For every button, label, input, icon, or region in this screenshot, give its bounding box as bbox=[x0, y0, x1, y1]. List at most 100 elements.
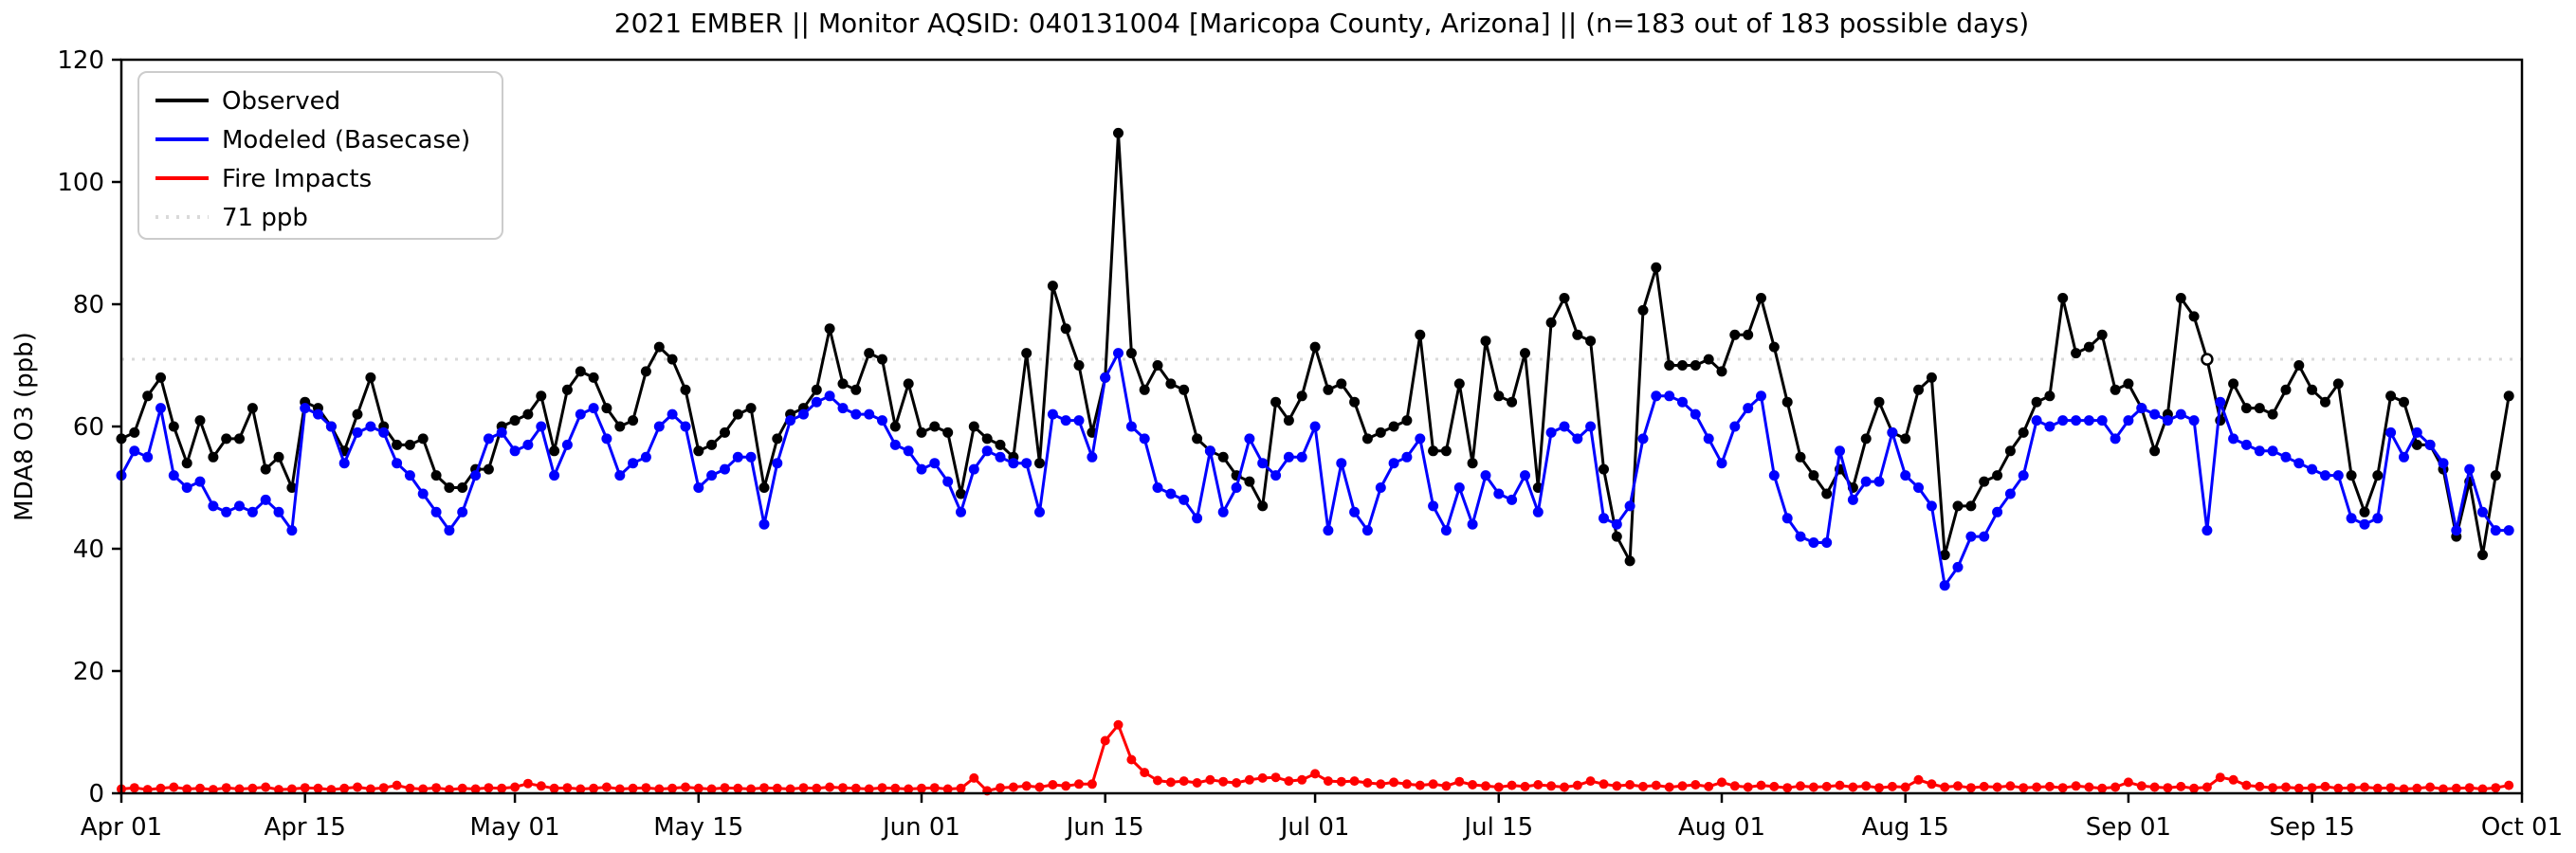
data-point-modeled-basecase- bbox=[1361, 525, 1373, 536]
data-point-modeled-basecase- bbox=[1021, 458, 1032, 469]
data-point-modeled-basecase- bbox=[1204, 445, 1215, 457]
data-point-fire-impacts bbox=[628, 783, 638, 793]
data-point-observed bbox=[628, 415, 639, 426]
data-point-fire-impacts bbox=[1336, 776, 1346, 787]
data-point-modeled-basecase- bbox=[1323, 525, 1334, 536]
data-point-observed bbox=[864, 348, 875, 359]
data-point-fire-impacts bbox=[1126, 754, 1137, 765]
data-point-observed bbox=[509, 415, 521, 426]
data-point-fire-impacts bbox=[956, 783, 966, 793]
data-point-fire-impacts bbox=[1468, 780, 1478, 789]
data-point-fire-impacts bbox=[195, 783, 205, 793]
data-point-modeled-basecase- bbox=[1217, 506, 1229, 517]
data-point-fire-impacts bbox=[1362, 778, 1373, 788]
data-point-observed bbox=[181, 458, 192, 469]
data-point-observed bbox=[680, 384, 691, 395]
data-point-fire-impacts bbox=[1861, 781, 1872, 791]
data-point-fire-impacts bbox=[1769, 781, 1780, 791]
data-point-fire-impacts bbox=[418, 784, 429, 794]
data-point-observed bbox=[1768, 341, 1780, 353]
data-point-fire-impacts bbox=[1965, 783, 1976, 793]
data-point-fire-impacts bbox=[1651, 780, 1661, 790]
data-point-modeled-basecase- bbox=[2071, 415, 2082, 426]
data-point-modeled-basecase- bbox=[1795, 531, 1806, 542]
data-point-modeled-basecase- bbox=[247, 506, 258, 517]
data-point-observed bbox=[2149, 445, 2161, 457]
data-point-fire-impacts bbox=[589, 783, 599, 793]
data-point-observed bbox=[850, 384, 862, 395]
data-point-fire-impacts bbox=[1232, 778, 1242, 788]
data-point-modeled-basecase- bbox=[2293, 458, 2305, 469]
data-point-modeled-basecase- bbox=[404, 470, 415, 481]
data-point-modeled-basecase- bbox=[1349, 506, 1361, 517]
data-point-fire-impacts bbox=[1835, 780, 1845, 790]
data-point-modeled-basecase- bbox=[1677, 396, 1688, 408]
data-point-fire-impacts bbox=[1310, 769, 1321, 779]
data-point-observed bbox=[2071, 348, 2082, 359]
data-point-fire-impacts bbox=[1323, 776, 1333, 787]
data-point-observed bbox=[2359, 506, 2370, 517]
data-point-modeled-basecase- bbox=[1939, 580, 1950, 591]
data-point-modeled-basecase- bbox=[2175, 408, 2186, 420]
data-point-observed bbox=[2503, 390, 2514, 402]
data-point-modeled-basecase- bbox=[561, 439, 573, 450]
data-point-fire-impacts bbox=[2477, 784, 2488, 794]
data-point-fire-impacts bbox=[1900, 782, 1910, 792]
data-point-modeled-basecase- bbox=[2320, 470, 2330, 481]
data-point-fire-impacts bbox=[1113, 719, 1124, 730]
data-point-modeled-basecase- bbox=[850, 408, 862, 420]
data-point-fire-impacts bbox=[431, 783, 442, 793]
data-point-observed bbox=[1507, 396, 1518, 408]
data-point-observed bbox=[1415, 329, 1426, 340]
data-point-modeled-basecase- bbox=[1113, 348, 1124, 359]
data-point-observed bbox=[1493, 390, 1505, 402]
data-point-fire-impacts bbox=[1677, 781, 1688, 791]
data-point-observed bbox=[575, 366, 586, 377]
data-point-fire-impacts bbox=[562, 783, 573, 793]
data-point-observed bbox=[732, 408, 743, 420]
data-point-observed bbox=[2307, 384, 2318, 395]
data-point-fire-impacts bbox=[1756, 780, 1766, 790]
data-point-fire-impacts bbox=[182, 784, 192, 794]
data-point-observed bbox=[1611, 531, 1622, 542]
data-point-fire-impacts bbox=[2071, 781, 2081, 791]
data-point-observed bbox=[483, 463, 494, 475]
data-point-modeled-basecase- bbox=[2411, 426, 2422, 438]
data-point-modeled-basecase- bbox=[2057, 415, 2069, 426]
data-point-modeled-basecase- bbox=[234, 500, 245, 512]
data-point-observed bbox=[1125, 348, 1137, 359]
data-point-observed bbox=[1756, 293, 1766, 303]
data-point-modeled-basecase- bbox=[1808, 537, 1819, 548]
data-point-observed bbox=[2399, 396, 2409, 408]
data-point-modeled-basecase- bbox=[1493, 488, 1505, 499]
data-point-fire-impacts bbox=[1257, 772, 1268, 783]
data-point-modeled-basecase- bbox=[942, 476, 954, 487]
data-point-fire-impacts bbox=[942, 784, 953, 794]
data-point-observed bbox=[457, 482, 468, 493]
data-point-observed bbox=[1599, 463, 1609, 475]
data-point-fire-impacts bbox=[142, 785, 153, 795]
data-point-fire-impacts bbox=[1664, 782, 1674, 792]
data-point-modeled-basecase- bbox=[811, 396, 822, 408]
data-point-modeled-basecase- bbox=[1611, 518, 1622, 530]
data-point-observed bbox=[2332, 378, 2344, 390]
data-point-observed bbox=[601, 403, 612, 414]
data-point-observed bbox=[667, 354, 678, 365]
data-point-observed bbox=[2123, 378, 2134, 390]
data-point-fire-impacts bbox=[2189, 783, 2200, 793]
y-axis-label: MDA8 O3 (ppb) bbox=[10, 332, 39, 521]
x-tick-label: Jun 15 bbox=[1065, 813, 1144, 842]
data-point-modeled-basecase- bbox=[667, 408, 678, 420]
data-point-fire-impacts bbox=[470, 784, 481, 794]
data-point-fire-impacts bbox=[1021, 781, 1032, 791]
data-point-modeled-basecase- bbox=[1913, 482, 1924, 493]
data-point-modeled-basecase- bbox=[2503, 525, 2514, 536]
data-point-modeled-basecase- bbox=[2162, 415, 2173, 426]
data-point-observed bbox=[1388, 421, 1399, 432]
data-point-modeled-basecase- bbox=[1926, 500, 1937, 512]
data-point-modeled-basecase- bbox=[221, 506, 232, 517]
data-point-observed bbox=[1992, 470, 2003, 481]
data-point-fire-impacts bbox=[2333, 783, 2344, 793]
data-point-observed bbox=[1244, 476, 1255, 487]
data-point-fire-impacts bbox=[1546, 781, 1557, 791]
